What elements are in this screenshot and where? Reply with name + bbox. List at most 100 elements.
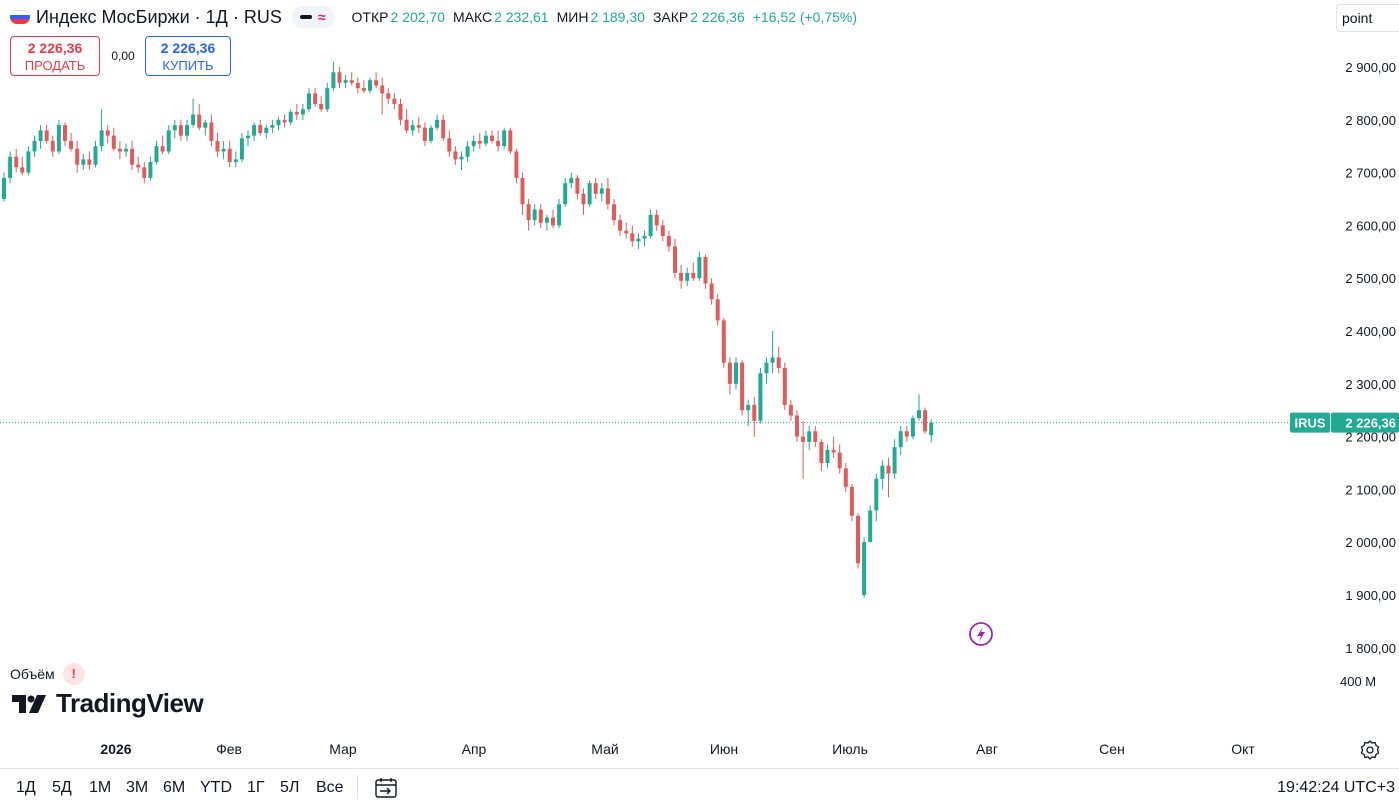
candle [221,140,226,160]
open-value: 2 202,70 [390,9,445,25]
candle [654,209,659,231]
time-axis-tick: Июн [710,741,738,757]
tradingview-logo[interactable]: TradingView [12,688,204,719]
candle [178,119,183,141]
candle [191,98,196,128]
buy-price: 2 226,36 [160,40,216,56]
range-all-button[interactable]: Все [316,779,344,796]
lightning-event-icon[interactable] [969,622,993,646]
range-1y-button[interactable]: 1Г [247,779,265,796]
candle [477,133,482,149]
candle [435,114,440,131]
delayed-data-icon: ≈ [317,9,326,25]
spread-value: 0,00 [111,49,135,63]
buy-button[interactable]: 2 226,36 КУПИТЬ [145,36,231,76]
candle [429,125,433,144]
candle [843,463,848,493]
candle [544,214,549,231]
candle [734,357,738,390]
candle [105,125,110,144]
candle [575,175,580,199]
range-ytd-button[interactable]: YTD [200,779,232,796]
candle [276,117,281,131]
candle [801,420,806,479]
sell-button[interactable]: 2 226,36 ПРОДАТЬ [10,36,100,76]
range-3m-button[interactable]: 3М [126,779,149,796]
candle [648,209,653,239]
range-5d-button[interactable]: 5Д [52,779,72,796]
clock-timezone[interactable]: 19:42:24 UTC+3 [1277,779,1395,796]
candle [837,444,842,474]
candle [361,80,366,94]
candle [917,394,921,421]
candle [87,151,92,170]
price-axis-tick: 2 000,00 [1345,535,1396,550]
time-axis-tick: Авг [976,741,998,757]
candle [630,225,635,247]
candle [581,188,586,215]
candle [111,127,116,152]
badge-value: 2 226,36 [1345,416,1396,431]
range-6m-button[interactable]: 6М [163,779,186,796]
candle [398,98,403,126]
candle [258,119,263,136]
volume-legend[interactable]: Объём ! [10,663,85,685]
candle [392,93,397,110]
close-value: 2 226,36 [690,9,745,25]
time-axis-tick: Апр [462,741,487,757]
candle [813,426,818,448]
candle [563,177,568,207]
candle [831,436,836,458]
settings-gear-icon[interactable] [1359,739,1381,761]
candle [117,140,122,160]
candle [239,133,244,163]
candle [465,140,470,163]
status-pill[interactable]: ≈ [291,6,334,28]
sell-label: ПРОДАТЬ [24,58,86,73]
candle [910,415,915,440]
price-axis-tick: 2 300,00 [1345,377,1396,392]
candle [2,172,6,202]
candle [252,122,257,141]
candle [264,125,269,139]
candle [69,133,74,152]
volume-axis-tick: 400 M [1340,674,1377,689]
candle [154,140,159,165]
candle [32,135,37,157]
candle [197,103,202,131]
candles-group [2,61,934,598]
time-axis-tick: Май [591,741,618,757]
range-1d-button[interactable]: 1Д [16,779,36,796]
candle [300,103,305,120]
candle [697,251,702,281]
range-5y-button[interactable]: 5Л [280,779,300,796]
candle [93,140,98,168]
candle [349,72,354,86]
candle [721,317,726,368]
candle [374,72,379,89]
price-axis: 2 900,00 2 800,00 2 700,00 2 600,00 2 500,00… [1345,60,1396,656]
price-axis-tick: 2 900,00 [1345,60,1396,75]
warning-icon[interactable]: ! [62,663,85,685]
candle [44,125,49,144]
candle [343,74,348,89]
candle [453,146,458,165]
candle [612,199,616,226]
high-value: 2 232,61 [494,9,549,25]
candle [703,254,708,289]
candle [904,426,909,442]
candle [746,399,751,427]
candle [404,109,409,133]
time-axis-tick: Сен [1099,741,1125,757]
symbol-legend: Индекс МосБиржи · 1Д · RUS ≈ ОТКР 2 202,7… [10,5,857,29]
range-1m-button[interactable]: 1М [89,779,112,796]
candle [294,103,299,120]
candle [50,135,55,157]
calendar-range-icon[interactable] [373,776,399,800]
unit-selector[interactable]: point [1336,4,1399,32]
candle [331,61,336,91]
symbol-title[interactable]: Индекс МосБиржи · 1Д · RUS [36,6,282,27]
time-axis-tick: Июль [832,741,868,757]
candle [270,119,275,133]
